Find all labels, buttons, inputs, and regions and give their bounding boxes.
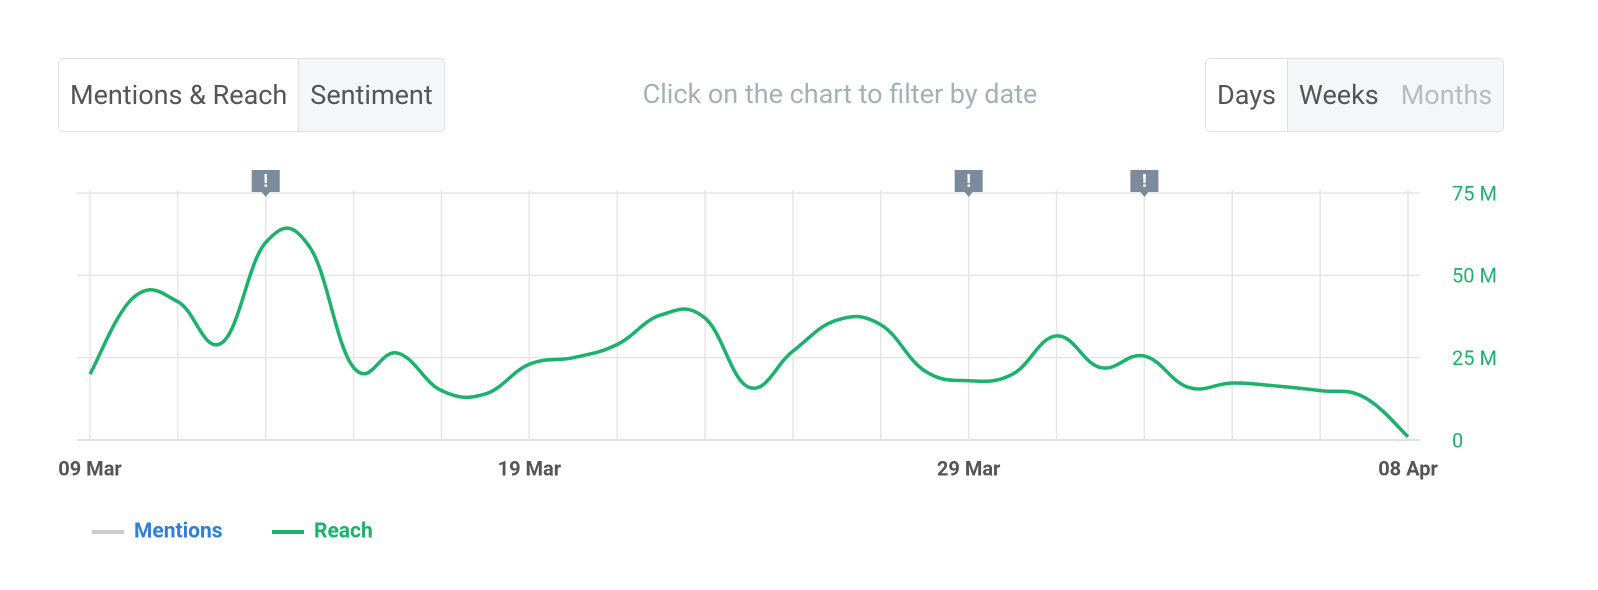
flag-label: ! <box>1142 171 1147 192</box>
y-tick-label: 75 M <box>1452 181 1497 205</box>
legend-label[interactable]: Reach <box>314 520 373 544</box>
flag <box>251 170 280 197</box>
y-tick-label: 0 <box>1452 428 1463 452</box>
tab[interactable]: Weeks <box>1298 79 1379 111</box>
tab[interactable]: Mentions & Reach <box>59 59 300 131</box>
tab[interactable]: Sentiment <box>310 79 433 111</box>
flag <box>954 170 983 197</box>
flag-label: ! <box>966 171 971 192</box>
x-tick-label: 29 Mar <box>937 456 1001 480</box>
y-tick-label: 50 M <box>1452 264 1497 288</box>
x-tick-label: 08 Apr <box>1378 456 1438 480</box>
flag <box>1130 170 1159 197</box>
flag-label: ! <box>263 171 268 192</box>
x-tick-label: 09 Mar <box>58 456 122 480</box>
view-tabs: Mentions & Reach Sentiment <box>58 58 445 132</box>
hint: Click on the chart to filter by date <box>642 78 1038 110</box>
y-tick-label: 25 M <box>1452 346 1497 370</box>
x-tick-label: 19 Mar <box>498 456 562 480</box>
legend-label[interactable]: Mentions <box>134 520 223 544</box>
period-tabs: Days Weeks Months <box>1205 58 1505 132</box>
line <box>88 226 1410 439</box>
tab[interactable]: Days <box>1206 59 1288 131</box>
tab[interactable]: Months <box>1400 79 1493 111</box>
